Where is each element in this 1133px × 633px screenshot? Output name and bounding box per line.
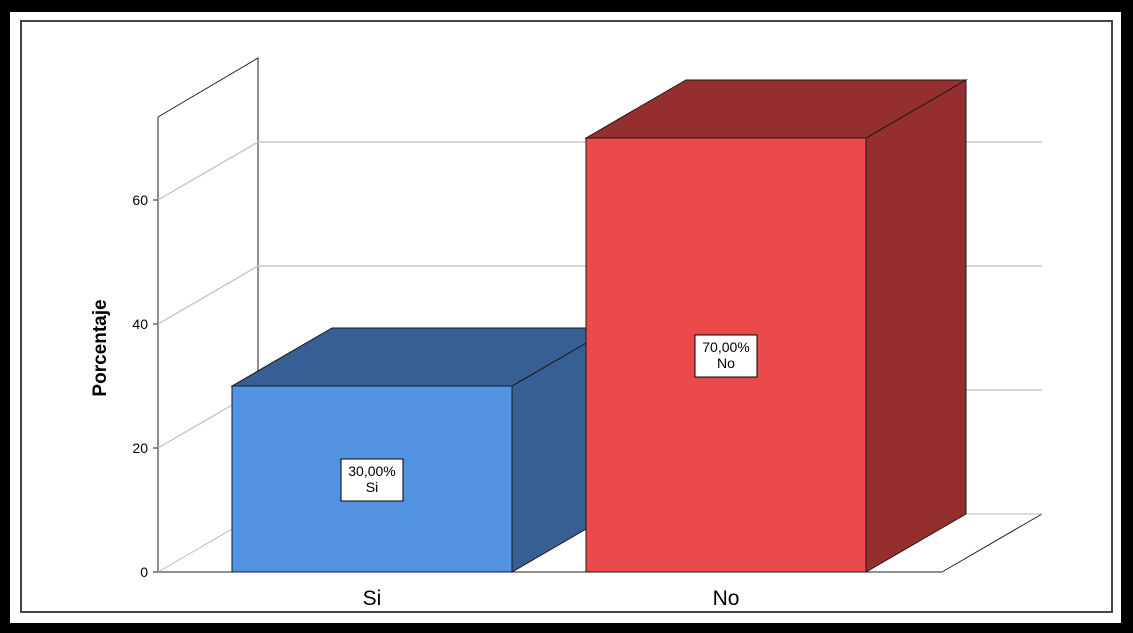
data-label-value: 30,00% bbox=[348, 463, 395, 479]
x-axis: Si No bbox=[363, 587, 740, 610]
floor-right-edge bbox=[941, 513, 1043, 573]
bar-side-face bbox=[865, 79, 967, 573]
gridline-side bbox=[157, 141, 259, 201]
y-axis-label: Porcentaje bbox=[90, 299, 111, 396]
x-tick-label: No bbox=[713, 587, 740, 610]
y-tick-label: 0 bbox=[140, 564, 148, 580]
data-label: 70,00%No bbox=[694, 334, 758, 378]
y-tick-label: 20 bbox=[132, 440, 148, 456]
data-label-box bbox=[340, 458, 404, 502]
data-label-box bbox=[694, 334, 758, 378]
y-tick-label: 40 bbox=[132, 316, 148, 332]
y-axis: 0 20 40 60 bbox=[132, 192, 158, 580]
bar-si: 30,00%Si bbox=[230, 327, 614, 573]
data-label-value: 70,00% bbox=[702, 339, 749, 355]
x-tick-label: Si bbox=[363, 587, 382, 610]
bars: 30,00%Si 70,00%No bbox=[230, 79, 968, 573]
data-label: 30,00%Si bbox=[340, 458, 404, 502]
data-label-category: No bbox=[717, 355, 735, 371]
gridline-side bbox=[157, 265, 259, 325]
bar-no: 70,00%No bbox=[584, 79, 968, 573]
side-wall-edge bbox=[157, 57, 259, 514]
data-label-category: Si bbox=[366, 479, 378, 495]
y-tick-label: 60 bbox=[132, 192, 148, 208]
